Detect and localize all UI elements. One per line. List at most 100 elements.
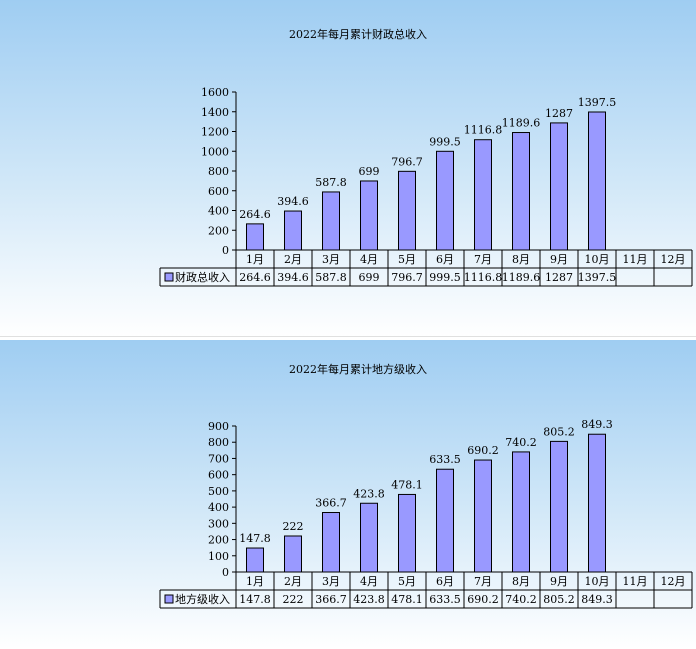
bar-value-label: 394.6	[277, 195, 309, 208]
x-category-label: 4月	[360, 253, 378, 266]
x-category-label: 9月	[550, 253, 568, 266]
x-category-label: 3月	[322, 253, 340, 266]
x-category-label: 8月	[512, 253, 530, 266]
bar-value-label: 690.2	[467, 444, 499, 457]
y-tick-label: 600	[208, 185, 229, 198]
bar-value-label: 805.2	[543, 425, 575, 438]
x-category-label: 7月	[474, 253, 492, 266]
bar	[398, 170, 416, 251]
chart-title: 2022年每月累计地方级收入	[289, 362, 427, 376]
bar-value-label: 1287	[545, 107, 573, 120]
bar	[550, 122, 568, 251]
table-value-cell: 394.6	[277, 271, 309, 284]
table-value-cell: 1397.5	[578, 271, 617, 284]
table-value-cell: 1116.8	[464, 271, 503, 284]
y-tick-label: 200	[208, 534, 229, 547]
bar	[360, 502, 378, 573]
y-tick-label: 600	[208, 469, 229, 482]
table-value-cell: 264.6	[239, 271, 271, 284]
bar	[284, 535, 302, 573]
y-tick-label: 0	[222, 244, 229, 257]
legend-swatch	[164, 272, 174, 282]
bar	[474, 459, 492, 573]
table-value-cell: 147.8	[239, 593, 271, 606]
legend-series-name: 地方级收入	[175, 592, 230, 606]
x-category-label: 6月	[436, 575, 454, 588]
bar	[398, 493, 416, 573]
x-category-label: 5月	[398, 575, 416, 588]
bar-value-label: 633.5	[429, 453, 461, 466]
y-tick-label: 0	[222, 566, 229, 579]
bar	[550, 440, 568, 573]
x-category-label: 11月	[623, 575, 648, 588]
x-category-label: 2月	[284, 575, 302, 588]
table-value-cell: 796.7	[391, 271, 423, 284]
bar-value-label: 478.1	[391, 478, 423, 491]
bar	[512, 451, 530, 573]
table-value-cell: 690.2	[467, 593, 499, 606]
table-value-cell: 222	[283, 593, 304, 606]
y-tick-label: 400	[208, 501, 229, 514]
y-tick-label: 900	[208, 420, 229, 433]
table-value-cell: 1287	[545, 271, 573, 284]
y-tick-label: 700	[208, 452, 229, 465]
bar	[322, 191, 340, 251]
local-revenue-chart-panel: 2022年每月累计地方级收入 0 100 200 300 400 500 600 700 800 9…	[0, 340, 696, 649]
bar	[436, 468, 454, 573]
bar	[474, 139, 492, 251]
table-value-cell: 849.3	[581, 593, 613, 606]
table-value-cell: 999.5	[429, 271, 461, 284]
legend-swatch	[164, 594, 174, 604]
y-tick-label: 800	[208, 436, 229, 449]
bar-value-label: 587.8	[315, 176, 347, 189]
y-tick-label: 1200	[201, 126, 229, 139]
y-tick-label: 1600	[201, 86, 229, 99]
x-category-label: 5月	[398, 253, 416, 266]
chart-divider	[0, 336, 696, 343]
table-value-cell: 478.1	[391, 593, 423, 606]
bar	[588, 111, 606, 251]
x-category-label: 1月	[246, 575, 264, 588]
table-value-cell: 740.2	[505, 593, 537, 606]
bar	[512, 132, 530, 251]
x-category-label: 3月	[322, 575, 340, 588]
bar-value-label: 264.6	[239, 208, 271, 221]
table-value-cell: 423.8	[353, 593, 385, 606]
bar-value-label: 222	[283, 520, 304, 533]
table-value-cell: 366.7	[315, 593, 347, 606]
x-category-label: 11月	[623, 253, 648, 266]
y-tick-label: 800	[208, 165, 229, 178]
bar	[322, 512, 340, 573]
bar-value-label: 796.7	[391, 155, 423, 168]
bar-value-label: 999.5	[429, 135, 461, 148]
bar	[246, 547, 264, 573]
legend-series-name: 财政总收入	[175, 270, 230, 284]
table-value-cell: 633.5	[429, 593, 461, 606]
total-revenue-chart: 2022年每月累计财政总收入 0 200 400 600 800 1000 1200 1400 1…	[159, 27, 693, 287]
y-tick-label: 100	[208, 550, 229, 563]
y-tick-label: 1400	[201, 106, 229, 119]
bar	[246, 223, 264, 251]
table-value-cell: 1189.6	[502, 271, 541, 284]
x-category-label: 8月	[512, 575, 530, 588]
bar	[436, 150, 454, 251]
bar-value-label: 1189.6	[502, 117, 541, 130]
x-category-label: 12月	[661, 253, 686, 266]
y-tick-label: 300	[208, 517, 229, 530]
bar-value-label: 740.2	[505, 436, 537, 449]
bar	[284, 210, 302, 251]
y-tick-label: 400	[208, 205, 229, 218]
y-tick-label: 200	[208, 224, 229, 237]
chart-title: 2022年每月累计财政总收入	[289, 27, 427, 41]
x-category-label: 7月	[474, 575, 492, 588]
bar-value-label: 147.8	[239, 532, 271, 545]
x-category-label: 9月	[550, 575, 568, 588]
bar-value-label: 849.3	[581, 418, 613, 431]
table-value-cell: 805.2	[543, 593, 575, 606]
bar-value-label: 1116.8	[464, 124, 503, 137]
x-category-label: 6月	[436, 253, 454, 266]
bar	[360, 180, 378, 251]
table-value-cell: 699	[359, 271, 380, 284]
bar-value-label: 1397.5	[578, 96, 617, 109]
bar	[588, 433, 606, 573]
